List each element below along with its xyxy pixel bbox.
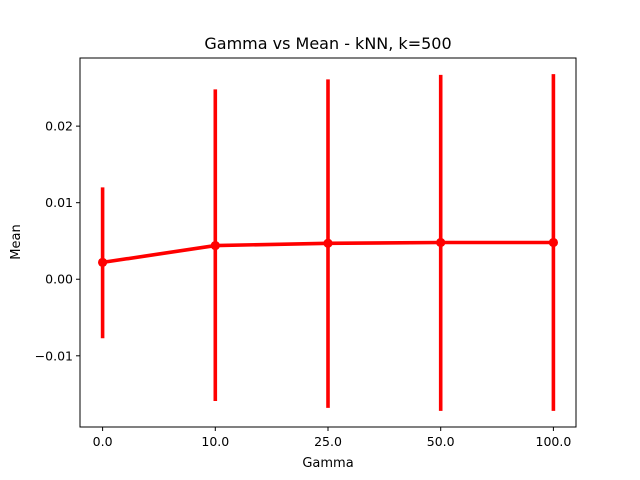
x-tick-label: 50.0 [427, 434, 455, 449]
data-point [210, 240, 220, 251]
x-tick-label: 10.0 [201, 434, 229, 449]
data-point [323, 238, 333, 248]
data-point [98, 257, 108, 268]
x-tick-label: 25.0 [314, 434, 342, 449]
series-layer [98, 237, 559, 268]
chart-title: Gamma vs Mean - kNN, k=500 [204, 34, 451, 53]
data-point [548, 237, 559, 248]
y-tick-label: 0.02 [45, 119, 73, 134]
x-tick-label: 0.0 [93, 434, 113, 449]
y-tick-label: 0.01 [45, 195, 73, 210]
y-axis-label: Mean [9, 224, 24, 259]
y-tick-label: 0.00 [45, 272, 73, 287]
y-tick-label: −0.01 [35, 348, 73, 363]
x-tick-label: 100.0 [536, 434, 572, 449]
x-axis-label: Gamma [302, 456, 353, 471]
data-point [436, 237, 446, 248]
x-axis: 0.0 10.0 25.0 50.0 100.0 [93, 427, 572, 449]
y-axis: −0.01 0.00 0.01 0.02 [35, 119, 80, 363]
